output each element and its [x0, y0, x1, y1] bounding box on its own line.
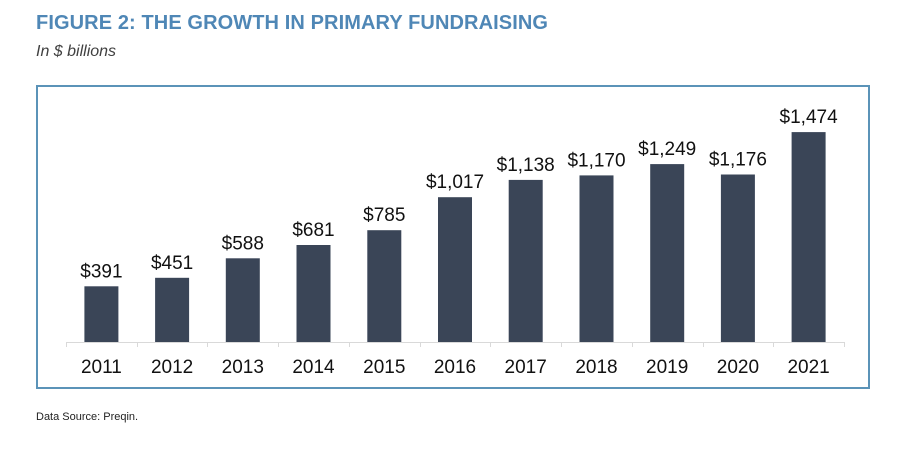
x-tick-label-2015: 2015 [363, 357, 405, 378]
chart-title: FIGURE 2: THE GROWTH IN PRIMARY FUNDRAIS… [36, 12, 549, 34]
data-label-2017: $1,138 [497, 155, 555, 176]
bar-2014 [296, 245, 331, 342]
x-tick-label-2016: 2016 [434, 357, 476, 378]
x-tick-label-2018: 2018 [575, 357, 617, 378]
data-label-2021: $1,474 [780, 107, 839, 128]
x-tick-label-2020: 2020 [717, 357, 759, 378]
data-label-2014: $681 [292, 220, 334, 241]
data-label-2018: $1,170 [567, 150, 625, 171]
data-label-2016: $1,017 [426, 172, 484, 193]
x-tick-label-2014: 2014 [292, 357, 335, 378]
data-label-2011: $391 [80, 261, 122, 282]
bar-2021 [791, 132, 826, 342]
data-source-note: Data Source: Preqin. [36, 411, 139, 423]
bar-2019 [650, 164, 685, 342]
bar-2011 [84, 286, 119, 342]
data-label-2019: $1,249 [638, 139, 696, 160]
chart-frame: $391 2011 $451 2012 $588 2013 $681 2014 $785 2015… [36, 85, 870, 389]
bar-2013 [225, 258, 260, 342]
bar-2016 [438, 197, 472, 342]
bar-2018 [579, 175, 614, 342]
x-tick-label-2012: 2012 [151, 357, 193, 378]
bar-2017 [508, 179, 543, 342]
x-tick-label-2021: 2021 [787, 357, 829, 378]
x-tick-label-2011: 2011 [81, 357, 122, 378]
bar-2015 [367, 230, 402, 342]
x-tick-label-2019: 2019 [646, 357, 688, 378]
data-label-2020: $1,176 [709, 150, 767, 171]
data-label-2015: $785 [363, 205, 405, 226]
data-label-2012: $451 [151, 253, 193, 274]
bar-2012 [155, 277, 190, 342]
chart-subtitle: In $ billions [36, 43, 117, 60]
x-tick-label-2017: 2017 [505, 357, 547, 378]
bar-chart: $391 2011 $451 2012 $588 2013 $681 2014 $785 2015… [66, 107, 845, 378]
data-label-2013: $588 [222, 233, 264, 254]
bar-2020 [720, 174, 755, 342]
x-tick-label-2013: 2013 [222, 357, 264, 378]
